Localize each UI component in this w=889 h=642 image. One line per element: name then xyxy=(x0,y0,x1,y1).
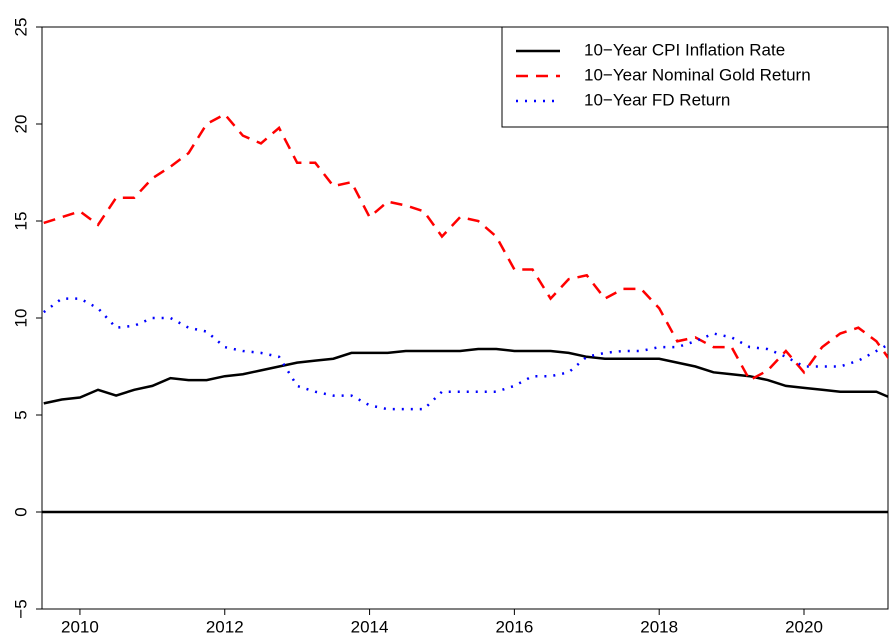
y-tick-label: −5 xyxy=(11,599,30,618)
y-tick-label: 25 xyxy=(11,18,30,37)
y-tick-label: 5 xyxy=(11,410,30,419)
legend-box xyxy=(501,26,889,128)
y-tick-label: 10 xyxy=(11,309,30,328)
legend-label: 10−Year FD Return xyxy=(584,90,730,109)
x-tick-label: 2010 xyxy=(61,617,99,636)
x-tick-label: 2018 xyxy=(640,617,678,636)
legend-label: 10−Year CPI Inflation Rate xyxy=(584,40,785,59)
series-line xyxy=(43,347,888,405)
y-tick-label: 15 xyxy=(11,212,30,231)
plot-area xyxy=(42,112,888,514)
series-line xyxy=(43,112,888,382)
x-tick-label: 2020 xyxy=(785,617,823,636)
legend-label: 10−Year Nominal Gold Return xyxy=(584,65,811,84)
x-tick-label: 2014 xyxy=(351,617,389,636)
x-tick-label: 2016 xyxy=(495,617,533,636)
series-line xyxy=(42,297,888,411)
y-tick-label: 0 xyxy=(11,507,30,516)
x-tick-label: 2012 xyxy=(206,617,244,636)
y-tick-label: 20 xyxy=(11,115,30,134)
